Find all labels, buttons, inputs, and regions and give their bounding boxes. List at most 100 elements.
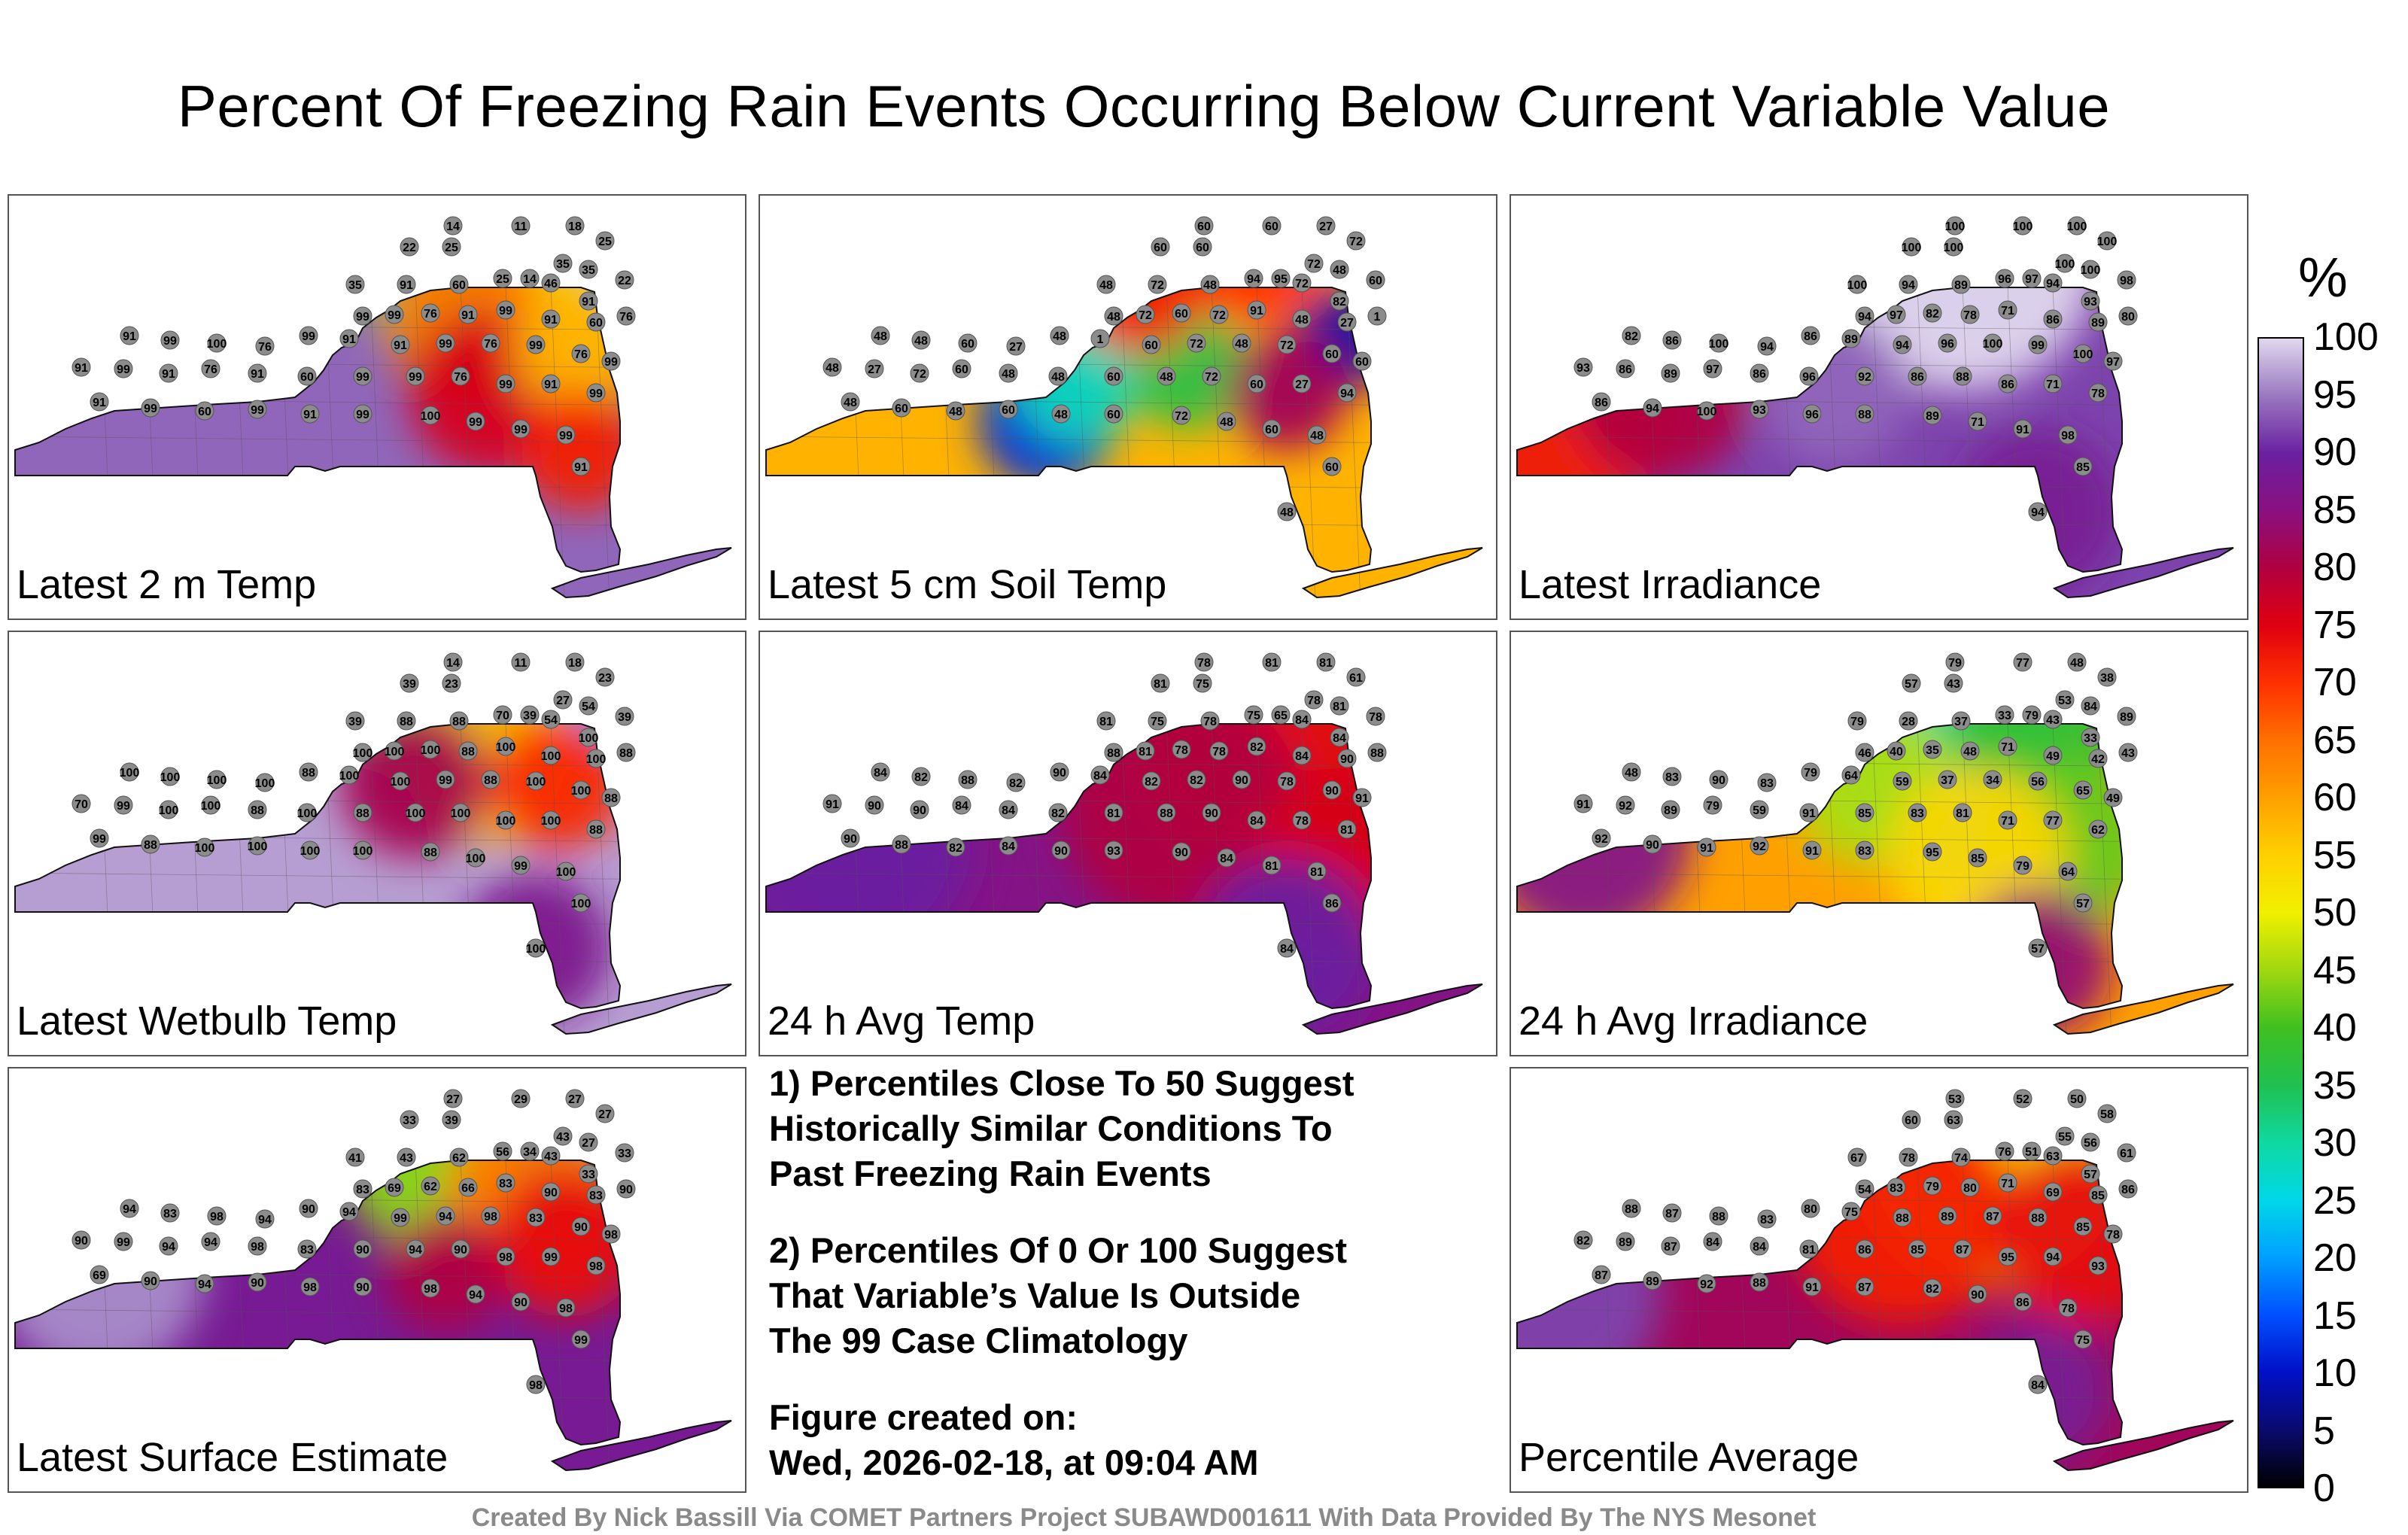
station-dot <box>1643 398 1662 418</box>
station-marker: 46 <box>541 273 561 293</box>
colorbar-tick-label: 5 <box>2313 1409 2335 1453</box>
station-marker: 23 <box>595 667 615 687</box>
station-value: 48 <box>1099 279 1113 292</box>
station-value: 89 <box>1619 1236 1632 1249</box>
station-dot <box>141 1271 160 1290</box>
station-value: 91 <box>825 798 839 811</box>
station-marker: 81 <box>1136 741 1155 761</box>
station-marker: 100 <box>496 737 515 756</box>
station-value: 72 <box>1280 339 1294 352</box>
station-marker: 43 <box>397 1147 416 1167</box>
station-dot <box>1855 404 1874 424</box>
station-marker: 88 <box>248 800 267 819</box>
note-line: Historically Similar Conditions To <box>769 1108 1333 1148</box>
station-dot <box>159 363 178 383</box>
station-dot <box>297 803 317 822</box>
station-marker: 27 <box>1316 216 1336 236</box>
station-value: 81 <box>1107 807 1120 820</box>
station-dot <box>2028 771 2048 791</box>
station-value: 91 <box>1250 305 1263 318</box>
station-value: 65 <box>2076 785 2090 798</box>
station-marker: 100 <box>586 749 606 768</box>
station-value: 100 <box>391 776 411 789</box>
station-dot <box>1799 366 1819 386</box>
station-value: 81 <box>1310 866 1324 879</box>
station-value: 60 <box>1002 404 1015 417</box>
station-value: 100 <box>353 747 373 760</box>
station-marker: 80 <box>1801 1199 1820 1218</box>
station-dot <box>571 780 591 800</box>
station-value: 91 <box>162 368 175 381</box>
station-dot <box>2058 1298 2078 1318</box>
station-marker: 71 <box>2043 374 2063 394</box>
station-value: 94 <box>2046 1251 2060 1264</box>
station-dot <box>1902 1110 1921 1129</box>
station-marker: 69 <box>90 1265 109 1284</box>
station-marker: 35 <box>345 275 365 294</box>
station-marker: 99 <box>114 795 133 815</box>
station-value: 100 <box>160 771 181 784</box>
station-dot <box>451 803 470 822</box>
station-dot <box>1157 803 1176 822</box>
station-value: 48 <box>1160 371 1173 384</box>
station-value: 48 <box>1295 314 1309 327</box>
station-dot <box>1050 762 1069 782</box>
station-dot <box>1899 275 1918 294</box>
station-marker: 27 <box>865 359 884 378</box>
station-dot <box>1697 401 1716 421</box>
station-marker: 60 <box>1366 270 1385 290</box>
station-dot <box>822 357 842 377</box>
station-dot <box>2103 351 2123 371</box>
station-dot <box>2118 743 2138 762</box>
station-dot <box>2043 1247 2063 1266</box>
station-marker: 22 <box>400 237 419 257</box>
station-value: 60 <box>1325 348 1339 361</box>
station-dot <box>400 1110 419 1129</box>
colorbar-tick-label: 45 <box>2313 948 2357 992</box>
station-value: 78 <box>1295 815 1309 828</box>
station-dot <box>1209 305 1229 324</box>
percentile-field <box>15 1160 731 1470</box>
station-dot <box>1292 374 1312 394</box>
station-dot <box>526 1375 546 1394</box>
station-value: 48 <box>1203 279 1217 292</box>
station-value: 99 <box>409 371 422 384</box>
station-marker: 60 <box>1172 303 1191 323</box>
station-dot <box>1968 412 1987 431</box>
percentile-field <box>766 724 1482 1034</box>
station-value: 91 <box>74 362 88 375</box>
station-value: 60 <box>1905 1114 1918 1127</box>
station-dot <box>1893 335 1912 354</box>
station-value: 99 <box>251 404 264 417</box>
long-island-outline <box>550 983 732 1035</box>
station-value: 79 <box>2025 710 2039 722</box>
station-value: 48 <box>844 397 857 409</box>
station-dot <box>496 1173 515 1193</box>
station-dot <box>579 696 598 716</box>
station-dot <box>1855 803 1874 822</box>
station-marker: 91 <box>1799 803 1819 822</box>
station-dot <box>1661 1236 1680 1256</box>
station-dot <box>397 275 416 294</box>
station-value: 98 <box>251 1241 264 1254</box>
station-marker: 82 <box>1247 737 1266 756</box>
map-panel-irradiance: 100 100 100 100 100 100 100 97 100 98 100 94 89 96 94 9… <box>1510 194 2248 620</box>
station-marker: 43 <box>2118 743 2138 762</box>
station-dot <box>1247 810 1266 830</box>
station-marker: 78 <box>1194 652 1214 672</box>
station-marker: 84 <box>1247 810 1266 830</box>
station-marker: 27 <box>553 690 573 710</box>
station-dot <box>442 673 461 693</box>
station-value: 82 <box>1051 807 1065 820</box>
station-dot <box>397 1147 416 1167</box>
station-value: 33 <box>582 1169 595 1181</box>
station-value: 72 <box>1175 410 1188 423</box>
station-marker: 99 <box>541 1247 561 1266</box>
colorbar-tick-label: 100 <box>2313 315 2379 359</box>
station-value: 84 <box>955 800 968 813</box>
figure-title: Percent Of Freezing Rain Events Occurrin… <box>177 73 2111 139</box>
station-value: 60 <box>1107 371 1120 384</box>
note-line: 1) Percentiles Close To 50 Suggest <box>769 1063 1354 1103</box>
